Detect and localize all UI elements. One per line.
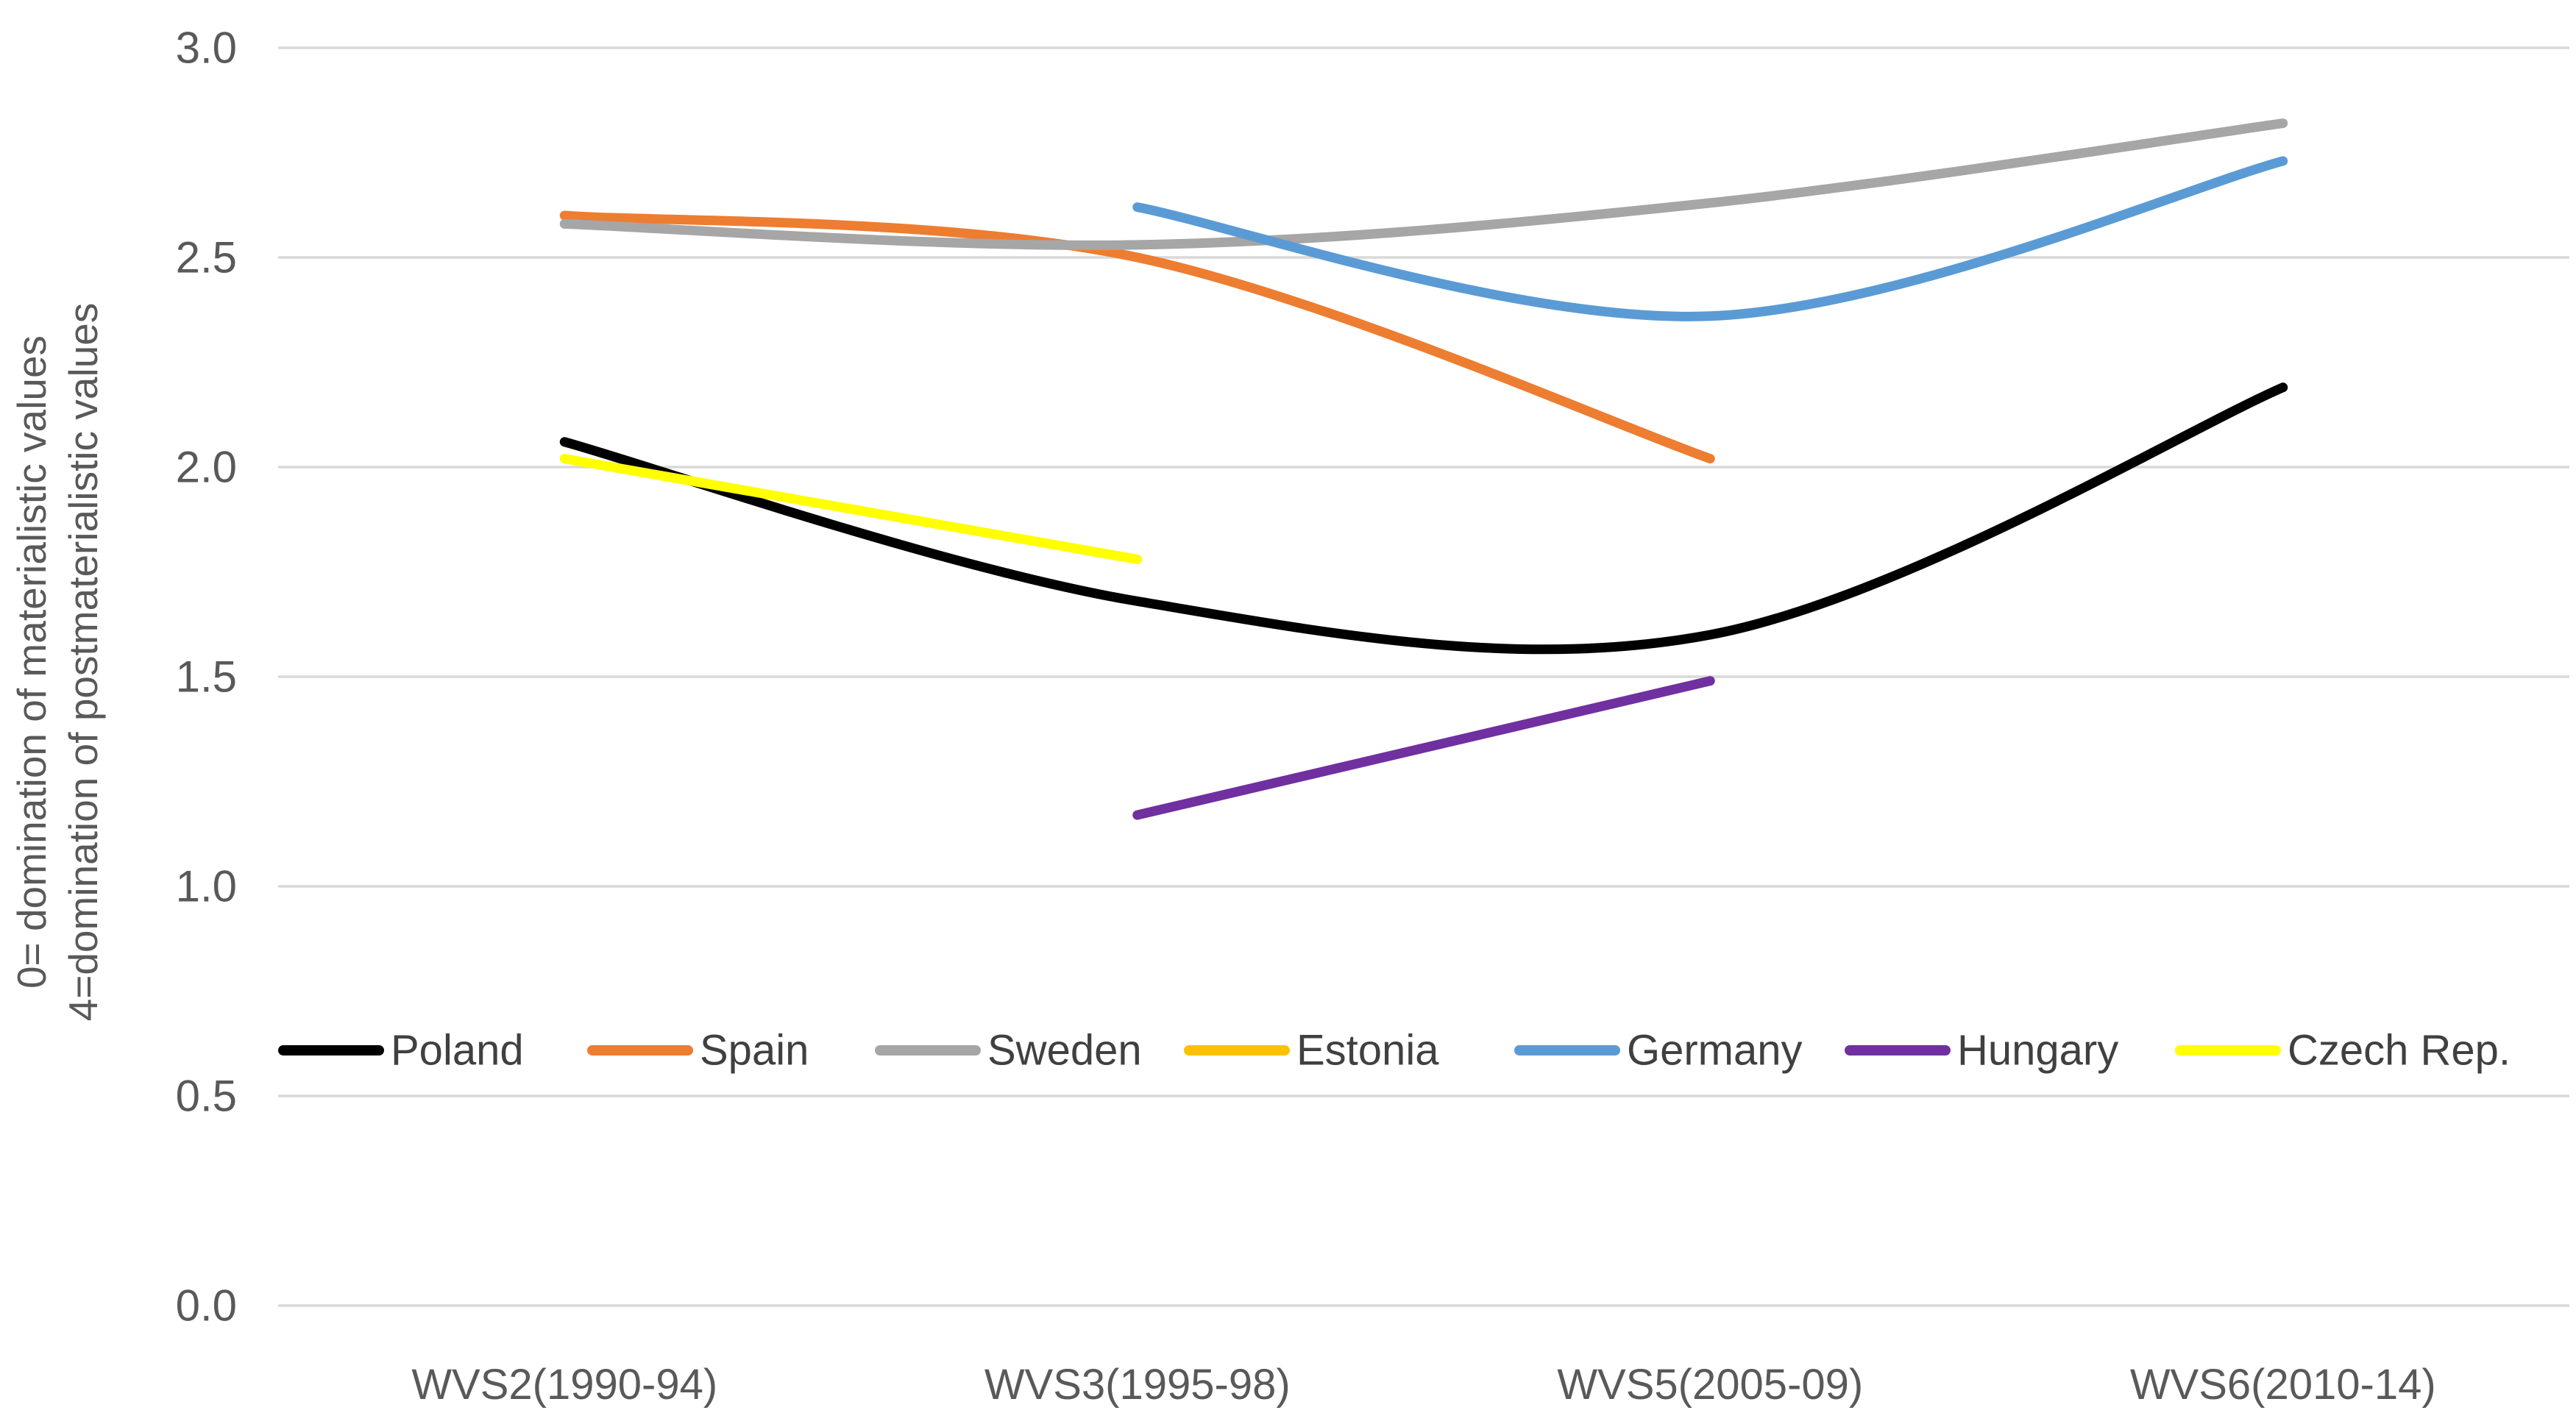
y-axis-title-line2: 4=domination of postmaterialistic values bbox=[60, 303, 106, 1022]
legend: Poland Spain Sweden Estonia Germany Hungary Cz… bbox=[278, 1027, 2511, 1075]
legend-item-poland: Poland bbox=[278, 1027, 524, 1075]
legend-item-hungary: Hungary bbox=[1845, 1027, 2118, 1075]
legend-label: Spain bbox=[700, 1027, 809, 1075]
series-line-sweden bbox=[559, 118, 2288, 250]
x-category-label: WVS5(2005-09) bbox=[1557, 1361, 1863, 1409]
y-tick-label: 3.0 bbox=[176, 24, 237, 73]
y-tick-label: 2.5 bbox=[176, 233, 237, 282]
legend-label: Sweden bbox=[987, 1027, 1142, 1075]
legend-item-czech-rep-: Czech Rep. bbox=[2175, 1027, 2511, 1075]
series-line-germany bbox=[1132, 156, 2288, 321]
legend-item-estonia: Estonia bbox=[1184, 1027, 1439, 1075]
legend-label: Poland bbox=[391, 1027, 524, 1075]
legend-item-sweden: Sweden bbox=[875, 1027, 1142, 1075]
series-line-poland bbox=[559, 382, 2288, 655]
legend-label: Hungary bbox=[1957, 1027, 2118, 1075]
x-category-label: WVS6(2010-14) bbox=[2130, 1361, 2436, 1409]
legend-item-spain: Spain bbox=[587, 1027, 809, 1075]
series-line-spain bbox=[559, 210, 1715, 464]
legend-label: Estonia bbox=[1296, 1027, 1439, 1075]
y-tick-label: 0.0 bbox=[176, 1281, 237, 1331]
legend-item-germany: Germany bbox=[1514, 1027, 1803, 1075]
y-axis-title-line1: 0= domination of materialistic values bbox=[9, 335, 54, 989]
series-line-hungary bbox=[1132, 676, 1715, 820]
y-tick-label: 1.5 bbox=[176, 652, 237, 702]
legend-label: Germany bbox=[1627, 1027, 1803, 1075]
y-tick-label: 2.0 bbox=[176, 443, 237, 492]
x-category-label: WVS2(1990-94) bbox=[411, 1361, 717, 1409]
y-axis-tick-labels: 3.0 2.5 2.0 1.5 1.0 0.5 0.0 bbox=[176, 24, 237, 1331]
series-line-czech-rep- bbox=[559, 454, 1143, 564]
x-axis-category-labels: WVS2(1990-94) WVS3(1995-98) WVS5(2005-09) W… bbox=[411, 1361, 2435, 1409]
legend-label: Czech Rep. bbox=[2288, 1027, 2511, 1075]
x-category-label: WVS3(1995-98) bbox=[984, 1361, 1291, 1409]
y-tick-label: 0.5 bbox=[176, 1072, 237, 1121]
series-lines bbox=[559, 118, 2288, 820]
y-tick-label: 1.0 bbox=[176, 862, 237, 911]
y-axis-title: 0= domination of materialistic values 4=… bbox=[9, 303, 106, 1022]
